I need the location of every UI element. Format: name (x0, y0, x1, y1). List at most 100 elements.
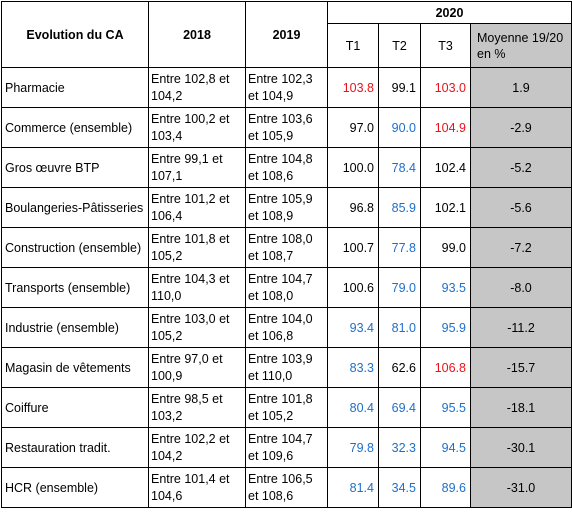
range-2019-cell: Entre 102,3 et 104,9 (245, 67, 328, 108)
header-2019: 2019 (245, 1, 328, 68)
table-row: Pharmacie Entre 102,8 et 104,2 Entre 102,3… (1, 67, 572, 108)
t2-value-cell: 99.1 (378, 67, 421, 108)
table-row: Boulangeries-Pâtisseries Entre 101,2 et 1… (1, 187, 572, 228)
t3-value-cell: 102.1 (420, 187, 471, 228)
category-cell: Restauration tradit. (1, 427, 149, 468)
table-row: Construction (ensemble) Entre 101,8 et 10… (1, 227, 572, 268)
table-row: Restauration tradit. Entre 102,2 et 104,2… (1, 427, 572, 468)
t3-value-cell: 95.5 (420, 387, 471, 428)
category-cell: Pharmacie (1, 67, 149, 108)
average-cell: -15.7 (470, 347, 572, 388)
t3-value-cell: 89.6 (420, 467, 471, 508)
range-2019-cell: Entre 108,0 et 108,7 (245, 227, 328, 268)
t2-value-cell: 85.9 (378, 187, 421, 228)
t2-value-cell: 62.6 (378, 347, 421, 388)
t3-value-cell: 104.9 (420, 107, 471, 148)
range-2018-cell: Entre 102,2 et 104,2 (148, 427, 246, 468)
range-2018-cell: Entre 101,4 et 104,6 (148, 467, 246, 508)
table-row: Industrie (ensemble) Entre 103,0 et 105,2… (1, 307, 572, 348)
range-2018-cell: Entre 104,3 et 110,0 (148, 267, 246, 308)
range-2019-cell: Entre 103,9 et 110,0 (245, 347, 328, 388)
range-2019-cell: Entre 105,9 et 108,9 (245, 187, 328, 228)
range-2019-cell: Entre 106,5 et 108,6 (245, 467, 328, 508)
t2-value-cell: 77.8 (378, 227, 421, 268)
table-row: Coiffure Entre 98,5 et 103,2 Entre 101,8 e… (1, 387, 572, 428)
t2-value-cell: 78.4 (378, 147, 421, 188)
t3-value-cell: 94.5 (420, 427, 471, 468)
range-2018-cell: Entre 100,2 et 103,4 (148, 107, 246, 148)
t2-value-cell: 34.5 (378, 467, 421, 508)
ca-evolution-table: Evolution du CA 2018 2019 2020 T1 T2 T3 … (1, 1, 572, 508)
table-row: Magasin de vêtements Entre 97,0 et 100,9 E… (1, 347, 572, 388)
range-2019-cell: Entre 104,7 et 109,6 (245, 427, 328, 468)
range-2019-cell: Entre 104,8 et 108,6 (245, 147, 328, 188)
category-cell: Gros œuvre BTP (1, 147, 149, 188)
header-2018: 2018 (148, 1, 246, 68)
average-cell: -2.9 (470, 107, 572, 148)
range-2018-cell: Entre 101,8 et 105,2 (148, 227, 246, 268)
category-cell: Industrie (ensemble) (1, 307, 149, 348)
t3-value-cell: 95.9 (420, 307, 471, 348)
header-t1: T1 (327, 23, 379, 68)
t2-value-cell: 81.0 (378, 307, 421, 348)
range-2018-cell: Entre 97,0 et 100,9 (148, 347, 246, 388)
t1-value-cell: 103.8 (327, 67, 379, 108)
t1-value-cell: 80.4 (327, 387, 379, 428)
category-cell: Commerce (ensemble) (1, 107, 149, 148)
range-2019-cell: Entre 104,0 et 106,8 (245, 307, 328, 348)
range-2019-cell: Entre 104,7 et 108,0 (245, 267, 328, 308)
t3-value-cell: 106.8 (420, 347, 471, 388)
average-cell: -11.2 (470, 307, 572, 348)
t2-value-cell: 90.0 (378, 107, 421, 148)
header-row-bottom: T1 T2 T3 Moyenne 19/20 en % (2, 23, 572, 68)
category-cell: Construction (ensemble) (1, 227, 149, 268)
range-2018-cell: Entre 99,1 et 107,1 (148, 147, 246, 188)
range-2018-cell: Entre 98,5 et 103,2 (148, 387, 246, 428)
average-cell: -31.0 (470, 467, 572, 508)
category-cell: Magasin de vêtements (1, 347, 149, 388)
t1-value-cell: 100.6 (327, 267, 379, 308)
t1-value-cell: 93.4 (327, 307, 379, 348)
t2-value-cell: 69.4 (378, 387, 421, 428)
table-row: Transports (ensemble) Entre 104,3 et 110,… (1, 267, 572, 308)
header-row-top: Evolution du CA 2018 2019 2020 (1, 1, 572, 68)
t3-value-cell: 102.4 (420, 147, 471, 188)
header-t2: T2 (378, 23, 421, 68)
category-cell: Boulangeries-Pâtisseries (1, 187, 149, 228)
t1-value-cell: 96.8 (327, 187, 379, 228)
average-cell: -30.1 (470, 427, 572, 468)
table-row: Commerce (ensemble) Entre 100,2 et 103,4 E… (1, 107, 572, 148)
average-cell: -8.0 (470, 267, 572, 308)
category-cell: Transports (ensemble) (1, 267, 149, 308)
range-2019-cell: Entre 101,8 et 105,2 (245, 387, 328, 428)
t1-value-cell: 97.0 (327, 107, 379, 148)
table-row: Gros œuvre BTP Entre 99,1 et 107,1 Entre 1… (1, 147, 572, 188)
t2-value-cell: 32.3 (378, 427, 421, 468)
t1-value-cell: 79.8 (327, 427, 379, 468)
range-2018-cell: Entre 101,2 et 106,4 (148, 187, 246, 228)
average-cell: 1.9 (470, 67, 572, 108)
t3-value-cell: 99.0 (420, 227, 471, 268)
average-cell: -18.1 (470, 387, 572, 428)
range-2018-cell: Entre 102,8 et 104,2 (148, 67, 246, 108)
t1-value-cell: 81.4 (327, 467, 379, 508)
header-2020: 2020 (327, 1, 572, 24)
average-cell: -5.2 (470, 147, 572, 188)
table-row: HCR (ensemble) Entre 101,4 et 104,6 Entre … (1, 467, 572, 508)
t2-value-cell: 79.0 (378, 267, 421, 308)
t3-value-cell: 93.5 (420, 267, 471, 308)
average-cell: -5.6 (470, 187, 572, 228)
t1-value-cell: 100.7 (327, 227, 379, 268)
t1-value-cell: 100.0 (327, 147, 379, 188)
range-2019-cell: Entre 103,6 et 105,9 (245, 107, 328, 148)
range-2018-cell: Entre 103,0 et 105,2 (148, 307, 246, 348)
header-average: Moyenne 19/20 en % (470, 23, 572, 68)
t1-value-cell: 83.3 (327, 347, 379, 388)
category-cell: Coiffure (1, 387, 149, 428)
average-cell: -7.2 (470, 227, 572, 268)
table-body: Pharmacie Entre 102,8 et 104,2 Entre 102,3… (1, 67, 572, 508)
header-t3: T3 (420, 23, 471, 68)
category-cell: HCR (ensemble) (1, 467, 149, 508)
t3-value-cell: 103.0 (420, 67, 471, 108)
header-evolution: Evolution du CA (1, 1, 149, 68)
